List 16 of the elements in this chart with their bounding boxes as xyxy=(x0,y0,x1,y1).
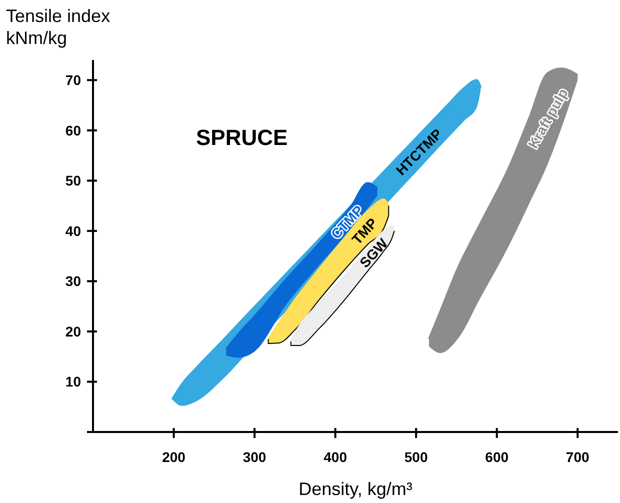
x-tick-label: 600 xyxy=(485,449,509,465)
x-tick-label: 200 xyxy=(162,449,186,465)
y-tick-label: 20 xyxy=(65,323,82,340)
x-tick-label: 300 xyxy=(242,449,266,465)
y-tick-label: 30 xyxy=(65,273,82,290)
y-tick-label: 70 xyxy=(65,72,82,88)
x-tick-label: 500 xyxy=(404,449,428,465)
x-tick-label: 400 xyxy=(324,449,348,465)
y-tick-label: 10 xyxy=(65,374,82,390)
y-tick-label: 60 xyxy=(65,122,82,138)
y-tick-label: 50 xyxy=(65,172,82,189)
annotation: SPRUCE xyxy=(196,125,288,150)
y-axis-title: Tensile index kNm/kg xyxy=(6,6,110,48)
x-tick-label: 700 xyxy=(566,449,590,465)
x-axis-title: Density, kg/m³ xyxy=(298,479,412,499)
y-tick-label: 40 xyxy=(65,222,82,239)
